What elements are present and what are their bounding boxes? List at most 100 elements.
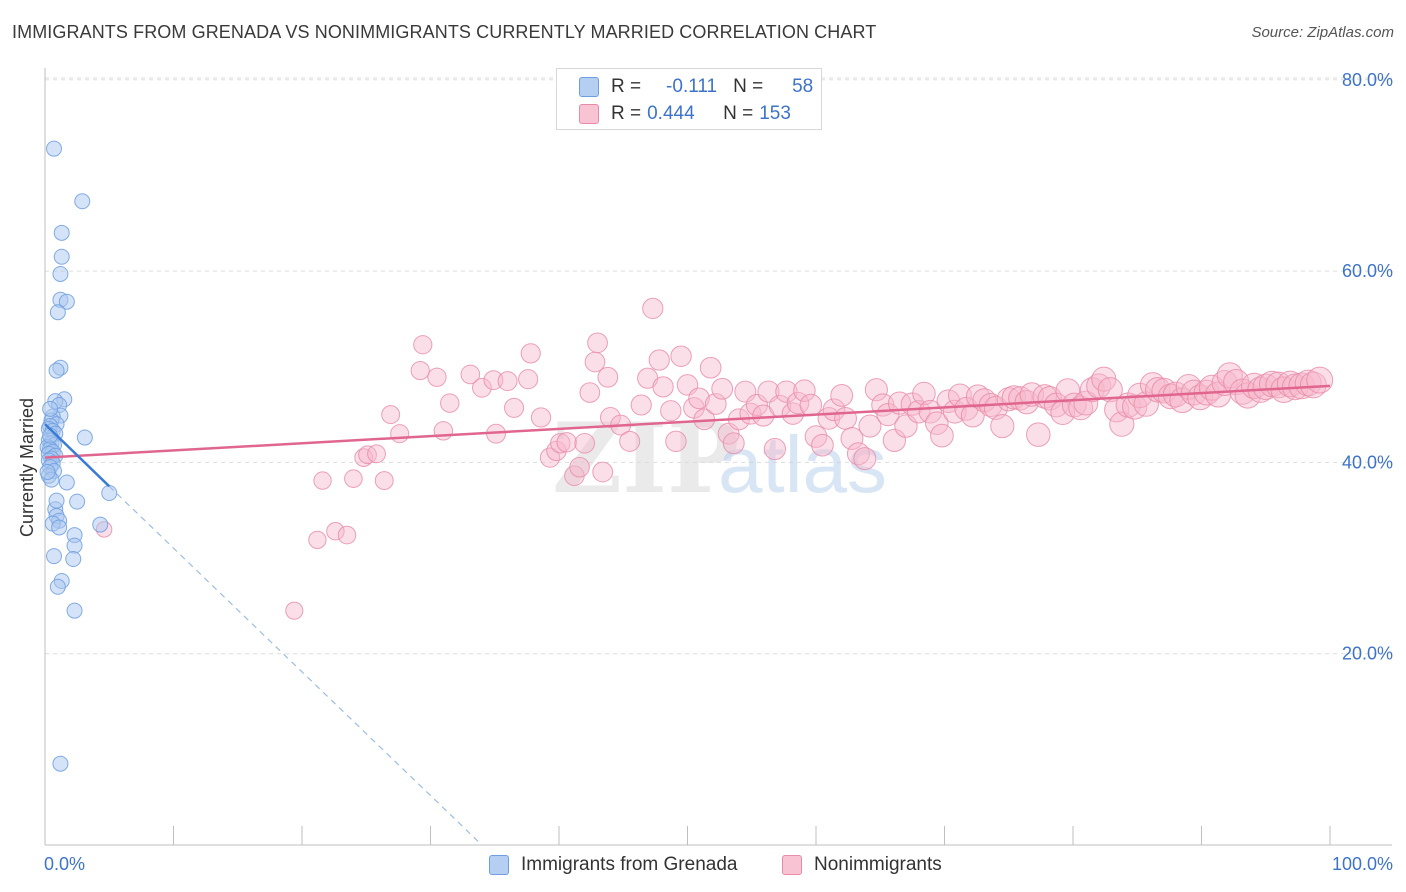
nonimmigrants-point [410,360,430,381]
nonimmigrants-point [374,471,394,491]
nonimmigrants-point [597,366,619,388]
nonimmigrants-point [504,397,525,418]
x-tick-label: 0.0% [44,854,85,874]
nonimmigrants-point [912,381,936,406]
nonimmigrants-point [367,444,386,464]
nonimmigrants-point [830,384,854,407]
legend-swatch-blue [579,77,599,97]
nonimmigrants-point [433,421,454,441]
nonimmigrants-point [1055,378,1081,404]
correlation-legend: R = -0.111 N = 58 R = 0.444 N = 153 [556,68,822,130]
nonimmigrants-point [337,525,357,545]
nonimmigrants-point [763,437,787,461]
source-credit: Source: ZipAtlas.com [1251,24,1394,41]
bottom-legend-swatch-pink [782,855,802,875]
nonimmigrants-point [840,427,864,450]
nonimmigrants-point [699,356,722,379]
nonimmigrants-point [846,442,870,466]
nonimmigrants-point [1068,395,1094,421]
nonimmigrants-point [579,382,601,403]
nonimmigrants-point [688,387,710,410]
nonimmigrants-point [990,413,1015,439]
grenada-point [53,224,70,241]
nonimmigrants-point [648,349,670,371]
nonimmigrants-point [285,601,304,620]
nonimmigrants-point [313,471,332,490]
nonimmigrants-point [556,432,577,453]
grenada-point [66,537,83,554]
nonimmigrants-point [1211,369,1238,397]
nonimmigrants-point [1223,368,1250,396]
y-tick-label: 60.0% [1342,261,1393,281]
nonimmigrants-point [326,522,345,541]
trend-lines [44,384,1331,846]
y-tick-label: 80.0% [1342,70,1393,90]
nonimmigrants-point [983,395,1008,420]
nonimmigrants-point [390,424,410,444]
nonimmigrants-point [530,407,552,428]
nonimmigrants-point [344,469,363,488]
grenada-point [58,474,75,491]
nonimmigrants-point [665,430,687,453]
nonimmigrants-point [882,428,907,453]
nonimmigrants-point [1306,366,1334,394]
nonimmigrants-point [592,461,614,483]
bottom-legend-label: Nonimmigrants [814,854,942,875]
bottom-legend-label: Immigrants from Grenada [521,854,738,875]
x-tick-label: 100.0% [1332,854,1393,874]
nonimmigrants-point [1026,422,1051,447]
nonimmigrants-point [1073,390,1099,416]
grenada-point [51,519,68,536]
nonimmigrants-point [924,411,949,436]
nonimmigrants-point [497,371,518,392]
legend-r-label: R = [611,76,642,97]
nonimmigrants-point [381,405,401,425]
nonimmigrants-point [811,433,834,457]
nonimmigrants-point [711,377,734,400]
legend-r-label: R = [611,103,642,124]
legend-r-value: 0.444 [647,103,695,124]
bottom-legend-grenada: Immigrants from Grenada [489,852,737,878]
grenada-point [65,551,82,568]
y-tick-label: 20.0% [1342,644,1393,664]
nonimmigrants-point [569,456,590,478]
nonimmigrants-point [822,398,846,422]
nonimmigrants-point [930,423,954,448]
nonimmigrants-point [965,384,990,409]
grenada-point [74,193,91,210]
grenada-point [48,492,65,509]
nonimmigrants-point [722,432,745,455]
legend-row-grenada: R = -0.111 N = 58 [579,74,813,100]
legend-n-value: 153 [759,103,791,124]
nonimmigrants-point [440,393,460,413]
nonimmigrants-point [472,377,492,398]
grenada-point [45,548,62,565]
legend-r-value: -0.111 [666,76,718,97]
nonimmigrants-point [1294,369,1322,397]
grenada-point [58,293,75,310]
nonimmigrants-point [599,407,621,428]
nonimmigrants-point [413,335,433,355]
nonimmigrants-point [587,332,608,354]
nonimmigrants-point [1139,372,1166,398]
grenada-point [52,265,69,282]
nonimmigrants-point [799,393,823,417]
nonimmigrants-point [520,343,541,364]
nonimmigrants-point [460,364,481,385]
legend-n-value: 58 [792,76,814,97]
nonimmigrants-trend-line [44,384,1331,459]
grenada-point [69,493,86,510]
nonimmigrants-point [550,433,571,454]
axis-labels: 20.0% 40.0% 60.0% 80.0% 0.0% 100.0% Currently … [17,70,1393,874]
grenada-point [52,755,69,772]
nonimmigrants-point [858,414,882,438]
nonimmigrants-point [853,447,877,471]
nonimmigrants-point [1133,391,1159,417]
grenada-point [53,248,70,265]
nonimmigrants-point [652,376,674,398]
nonimmigrants-point [619,430,641,452]
grenada-point [39,463,56,480]
series-immigrants-from-grenada [39,140,118,772]
grenada-point [45,140,62,157]
